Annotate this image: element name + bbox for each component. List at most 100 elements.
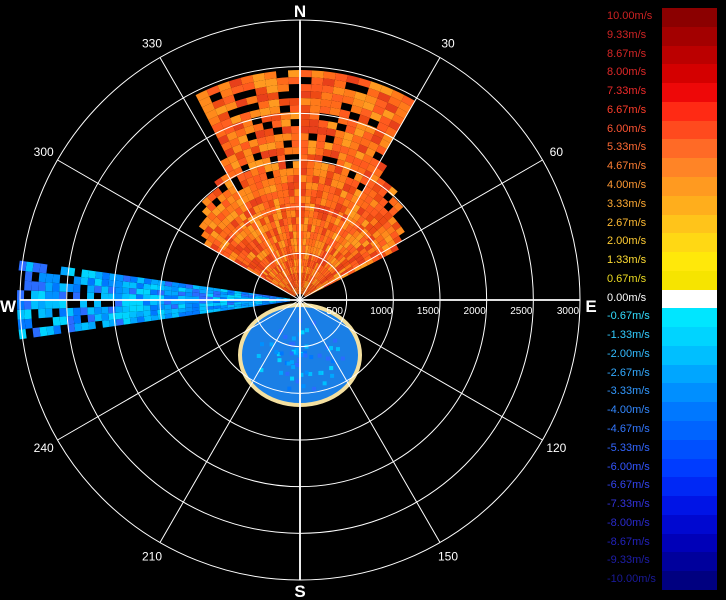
echo-cell (385, 102, 399, 114)
echo-cell (361, 210, 370, 220)
echo-cell (387, 216, 398, 226)
echo-cell (334, 234, 342, 243)
echo-cell (321, 213, 328, 222)
echo-cell (323, 184, 331, 193)
echo-cell (316, 273, 323, 280)
echo-cell (312, 246, 317, 255)
echo-cell (276, 352, 281, 357)
echo-cell (285, 371, 290, 376)
echo-cell (267, 214, 275, 223)
echo-cell (17, 290, 25, 300)
echo-cell (277, 264, 283, 272)
echo-cell (310, 189, 318, 198)
echo-cell (241, 238, 250, 247)
echo-cell (361, 239, 370, 248)
echo-cell (285, 285, 292, 291)
echo-cell (247, 224, 255, 233)
echo-cell (185, 300, 193, 305)
echo-cell (253, 79, 267, 89)
echo-cell (339, 246, 347, 254)
echo-cell (276, 301, 284, 304)
echo-cell (307, 274, 311, 282)
echo-cell (150, 294, 158, 300)
legend-label: -8.67m/s (607, 535, 650, 548)
echo-cell (245, 154, 255, 164)
echo-cell (220, 302, 228, 306)
echo-cell (45, 300, 53, 309)
echo-cell (308, 285, 315, 291)
echo-cell (157, 309, 165, 315)
echo-cell (337, 219, 345, 229)
echo-cell (312, 386, 317, 391)
echo-cell (322, 269, 329, 276)
legend-label: 6.00m/s (607, 122, 647, 135)
echo-cell (311, 239, 317, 247)
echo-cell (24, 309, 32, 320)
echo-cell (317, 264, 323, 272)
echo-cell (304, 210, 310, 218)
echo-cell (391, 221, 402, 231)
echo-cell (310, 84, 323, 93)
echo-cell (199, 289, 207, 294)
echo-cell (45, 282, 53, 292)
echo-cell (260, 194, 268, 203)
echo-cell (322, 78, 335, 87)
echo-cell (232, 247, 241, 256)
echo-cell (280, 247, 286, 256)
echo-cell (325, 170, 335, 180)
echo-cell (260, 342, 265, 347)
echo-cell (102, 320, 110, 328)
echo-cell (344, 176, 354, 186)
echo-cell (340, 238, 348, 247)
echo-cell (206, 85, 221, 97)
echo-cell (347, 185, 357, 195)
echo-cell (277, 284, 284, 290)
echo-cell (185, 303, 193, 309)
echo-cell (314, 280, 321, 287)
echo-cell (136, 294, 144, 300)
echo-cell (286, 175, 294, 183)
echo-cell (327, 246, 334, 254)
echo-cell (185, 283, 194, 289)
echo-cell (248, 263, 256, 271)
echo-cell (247, 232, 256, 241)
echo-cell (276, 77, 289, 86)
echo-cell (287, 267, 292, 275)
echo-cell (387, 96, 402, 108)
echo-cell (375, 234, 385, 243)
echo-cell (310, 224, 316, 233)
echo-cell (178, 283, 187, 288)
echo-cell (227, 306, 235, 311)
echo-cell (346, 253, 354, 261)
echo-cell (206, 234, 216, 244)
echo-cell (178, 300, 186, 305)
legend-swatch (662, 101, 717, 121)
echo-cell (271, 162, 280, 171)
echo-cell (171, 291, 179, 296)
echo-cell (136, 316, 145, 323)
echo-cell (73, 315, 82, 324)
echo-cell (53, 325, 62, 335)
legend-label: 10.00m/s (607, 10, 653, 22)
echo-cell (73, 307, 81, 316)
legend-entry: 0.67m/s (605, 270, 717, 290)
echo-cell (185, 307, 193, 313)
echo-cell (315, 197, 322, 206)
echo-cell (301, 287, 305, 295)
echo-cell (378, 238, 388, 248)
range-label: 3000 (557, 306, 580, 317)
echo-cell (129, 276, 138, 283)
echo-cell (394, 107, 408, 120)
echo-cell (327, 222, 334, 231)
velocity-legend: 10.00m/s 9.33m/s 8.67m/s 8.00m/s 7.33m/s 6.67… (605, 8, 717, 590)
echo-cell (115, 280, 123, 288)
echo-cell (198, 221, 209, 231)
echo-cell (241, 295, 249, 299)
echo-cell (150, 284, 158, 291)
echo-cell (276, 190, 284, 199)
echo-cell (336, 181, 345, 190)
legend-entry: -10.00m/s (605, 571, 717, 590)
echo-cell (52, 274, 61, 284)
echo-cell (245, 95, 259, 105)
echo-cell (136, 305, 144, 312)
